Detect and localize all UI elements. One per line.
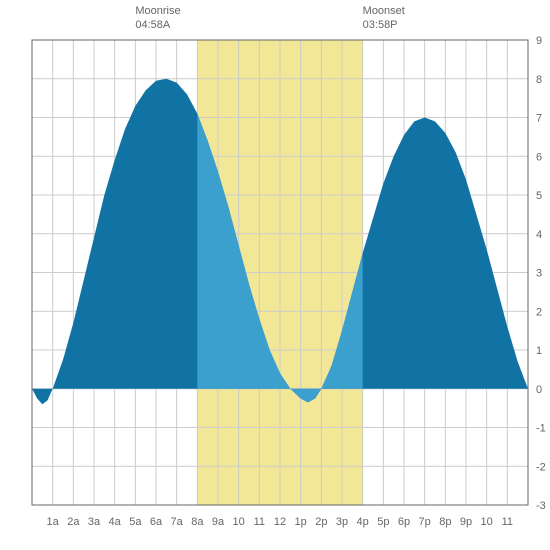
svg-text:3p: 3p xyxy=(336,516,348,528)
svg-text:11: 11 xyxy=(502,516,513,528)
svg-text:-1: -1 xyxy=(536,423,546,435)
svg-text:8a: 8a xyxy=(191,516,204,528)
svg-text:5: 5 xyxy=(536,190,542,202)
moonset-time: 03:58P xyxy=(363,19,398,31)
svg-text:3: 3 xyxy=(536,268,542,280)
svg-text:-2: -2 xyxy=(536,461,546,473)
svg-text:8: 8 xyxy=(536,74,542,86)
svg-text:9p: 9p xyxy=(460,516,472,528)
tide-chart: Moonrise 04:58A Moonset 03:58P 1a2a3a4a5… xyxy=(0,0,550,550)
moonrise-label: Moonrise 04:58A xyxy=(135,4,180,33)
moonset-label: Moonset 03:58P xyxy=(363,4,405,33)
svg-text:2: 2 xyxy=(536,306,542,318)
svg-text:6a: 6a xyxy=(150,516,163,528)
svg-text:2a: 2a xyxy=(67,516,80,528)
svg-text:0: 0 xyxy=(536,384,542,396)
svg-text:8p: 8p xyxy=(439,516,451,528)
svg-text:4: 4 xyxy=(536,229,542,241)
svg-text:6p: 6p xyxy=(398,516,410,528)
svg-text:5a: 5a xyxy=(129,516,142,528)
moonset-title: Moonset xyxy=(363,5,405,17)
svg-text:9: 9 xyxy=(536,35,542,47)
svg-text:1: 1 xyxy=(536,345,542,357)
svg-text:7a: 7a xyxy=(171,516,184,528)
chart-svg: 1a2a3a4a5a6a7a8a9a1011121p2p3p4p5p6p7p8p… xyxy=(0,0,550,550)
svg-text:12: 12 xyxy=(274,516,286,528)
svg-text:6: 6 xyxy=(536,151,542,163)
svg-text:1a: 1a xyxy=(47,516,60,528)
svg-text:1p: 1p xyxy=(295,516,307,528)
moonrise-title: Moonrise xyxy=(135,5,180,17)
svg-text:7p: 7p xyxy=(419,516,431,528)
svg-text:2p: 2p xyxy=(315,516,327,528)
svg-text:3a: 3a xyxy=(88,516,101,528)
svg-text:10: 10 xyxy=(233,516,245,528)
svg-text:10: 10 xyxy=(481,516,493,528)
svg-text:4a: 4a xyxy=(109,516,122,528)
svg-text:4p: 4p xyxy=(357,516,369,528)
svg-text:11: 11 xyxy=(254,516,265,528)
svg-text:-3: -3 xyxy=(536,500,546,512)
svg-text:9a: 9a xyxy=(212,516,225,528)
svg-text:7: 7 xyxy=(536,113,542,125)
svg-text:5p: 5p xyxy=(377,516,389,528)
moonrise-time: 04:58A xyxy=(135,19,170,31)
